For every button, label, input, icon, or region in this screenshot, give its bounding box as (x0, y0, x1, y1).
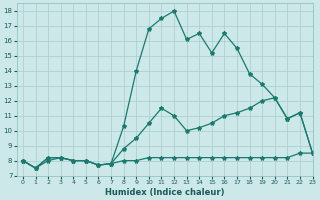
X-axis label: Humidex (Indice chaleur): Humidex (Indice chaleur) (105, 188, 224, 197)
